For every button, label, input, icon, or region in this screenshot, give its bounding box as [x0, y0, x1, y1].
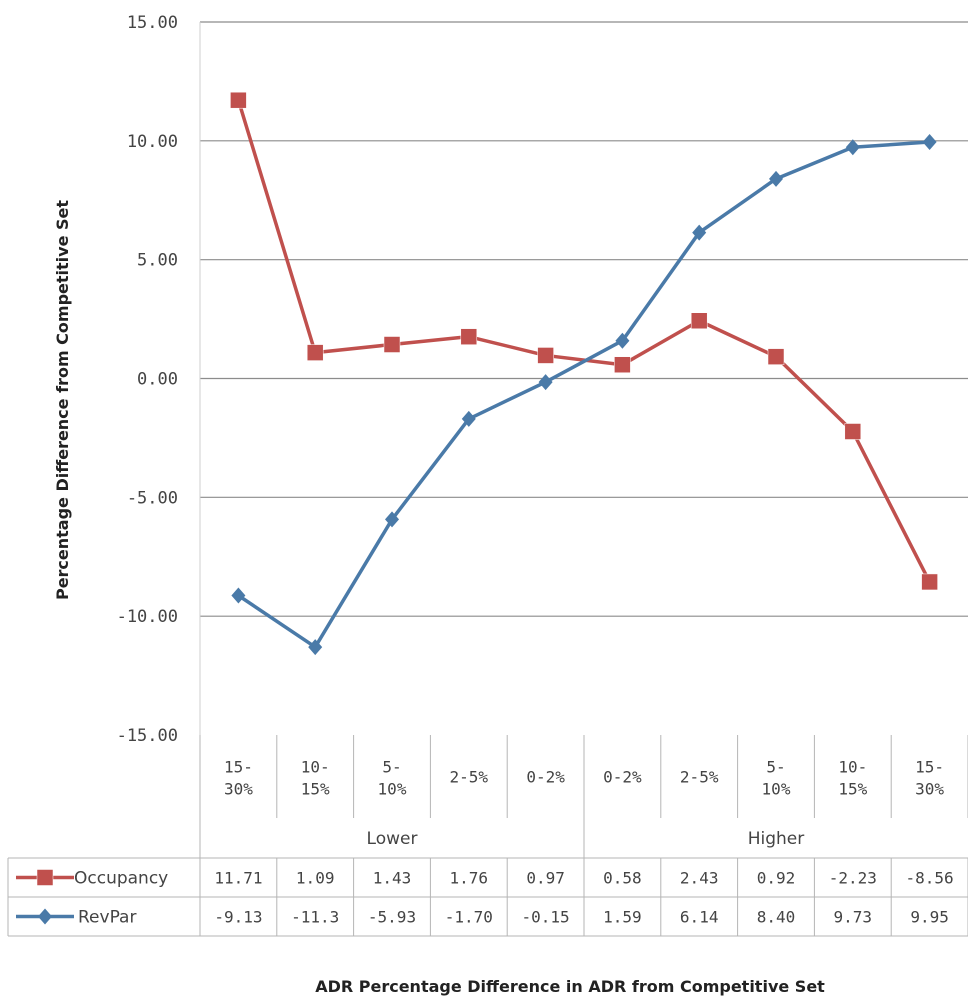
series-line: [236, 99, 932, 583]
table-cell: 9.73: [834, 908, 873, 927]
table-cell: 0.97: [526, 869, 565, 888]
data-point: [922, 134, 937, 151]
category-label: 10%: [762, 780, 791, 799]
table-cell: -11.3: [291, 908, 339, 927]
table-cell: -1.70: [445, 908, 493, 927]
table-cell: 9.95: [910, 908, 949, 927]
data-point: [537, 347, 554, 364]
data-point: [385, 511, 399, 528]
legend-label: Occupancy: [74, 869, 168, 889]
y-tick-label: -5.00: [127, 488, 178, 508]
grid-lines: [199, 21, 968, 735]
table-cell: -9.13: [214, 908, 262, 927]
data-point: [231, 587, 246, 604]
table-cell: 6.14: [680, 908, 719, 927]
series-line: [237, 140, 930, 649]
x-axis-label: ADR Percentage Difference in ADR from Co…: [315, 977, 825, 996]
data-point: [690, 312, 708, 329]
category-label: 10-: [301, 758, 330, 777]
group-label: Higher: [748, 829, 805, 849]
table-cell: 11.71: [214, 869, 262, 888]
data-point: [845, 139, 860, 156]
table-cell: 1.43: [373, 869, 412, 888]
data-point: [614, 356, 631, 373]
legend-label: RevPar: [78, 908, 136, 928]
table-cell: -2.23: [829, 869, 877, 888]
table-cell: 2.43: [680, 869, 719, 888]
category-label: 2-5%: [680, 768, 719, 787]
series-revpar: [231, 134, 937, 656]
data-point: [692, 224, 707, 241]
y-tick-label: 10.00: [127, 132, 178, 152]
category-label: 5-: [766, 758, 785, 777]
category-label: 2-5%: [450, 768, 489, 787]
y-tick-label: -15.00: [117, 726, 178, 746]
data-table: 15- 30% 10- 15% 5- 10% 2-5% 0-2% 0-2% 2-5% 5- 10% 10…: [7, 735, 968, 937]
table-cell: 0.58: [603, 869, 642, 888]
y-tick-label: -10.00: [117, 607, 178, 627]
data-point: [461, 410, 476, 427]
category-label: 15%: [838, 780, 867, 799]
data-point: [769, 170, 783, 187]
category-label: 0-2%: [526, 768, 565, 787]
category-label: 5-: [382, 758, 401, 777]
table-cell: 1.09: [296, 869, 335, 888]
legend-key-marker: [38, 908, 52, 925]
data-point: [538, 374, 553, 391]
table-cell: -5.93: [368, 908, 416, 927]
table-cell: -8.56: [906, 869, 954, 888]
table-cell: 1.59: [603, 908, 642, 927]
category-label: 15-: [224, 758, 253, 777]
data-point: [460, 328, 478, 345]
data-point: [844, 423, 862, 440]
data-point: [921, 573, 938, 591]
table-cell: 8.40: [757, 908, 796, 927]
data-point: [383, 336, 401, 353]
y-axis-label: Percentage Difference from Competitive S…: [53, 200, 72, 600]
table-cell: 0.92: [757, 869, 796, 888]
category-label: 0-2%: [603, 768, 642, 787]
y-tick-label: 15.00: [127, 13, 178, 33]
y-axis-ticks: 15.00 10.00 5.00 0.00 -5.00 -10.00 -15.00: [117, 13, 178, 746]
legend-key-marker: [36, 869, 54, 886]
category-label: 30%: [915, 780, 944, 799]
group-label: Lower: [367, 829, 418, 849]
category-label: 15-: [915, 758, 944, 777]
category-label: 30%: [224, 780, 253, 799]
y-tick-label: 0.00: [137, 370, 178, 390]
series-lines: [230, 91, 938, 656]
category-label: 10%: [378, 780, 407, 799]
data-point: [767, 348, 785, 365]
data-point: [230, 91, 247, 109]
category-label: 15%: [301, 780, 330, 799]
table-cell: 1.76: [450, 869, 489, 888]
data-point: [615, 332, 630, 349]
data-point: [308, 639, 323, 656]
category-label: 10-: [838, 758, 867, 777]
table-cell: -0.15: [522, 908, 570, 927]
y-tick-label: 5.00: [137, 251, 178, 271]
series-occupancy: [230, 91, 938, 591]
data-point: [306, 344, 324, 361]
